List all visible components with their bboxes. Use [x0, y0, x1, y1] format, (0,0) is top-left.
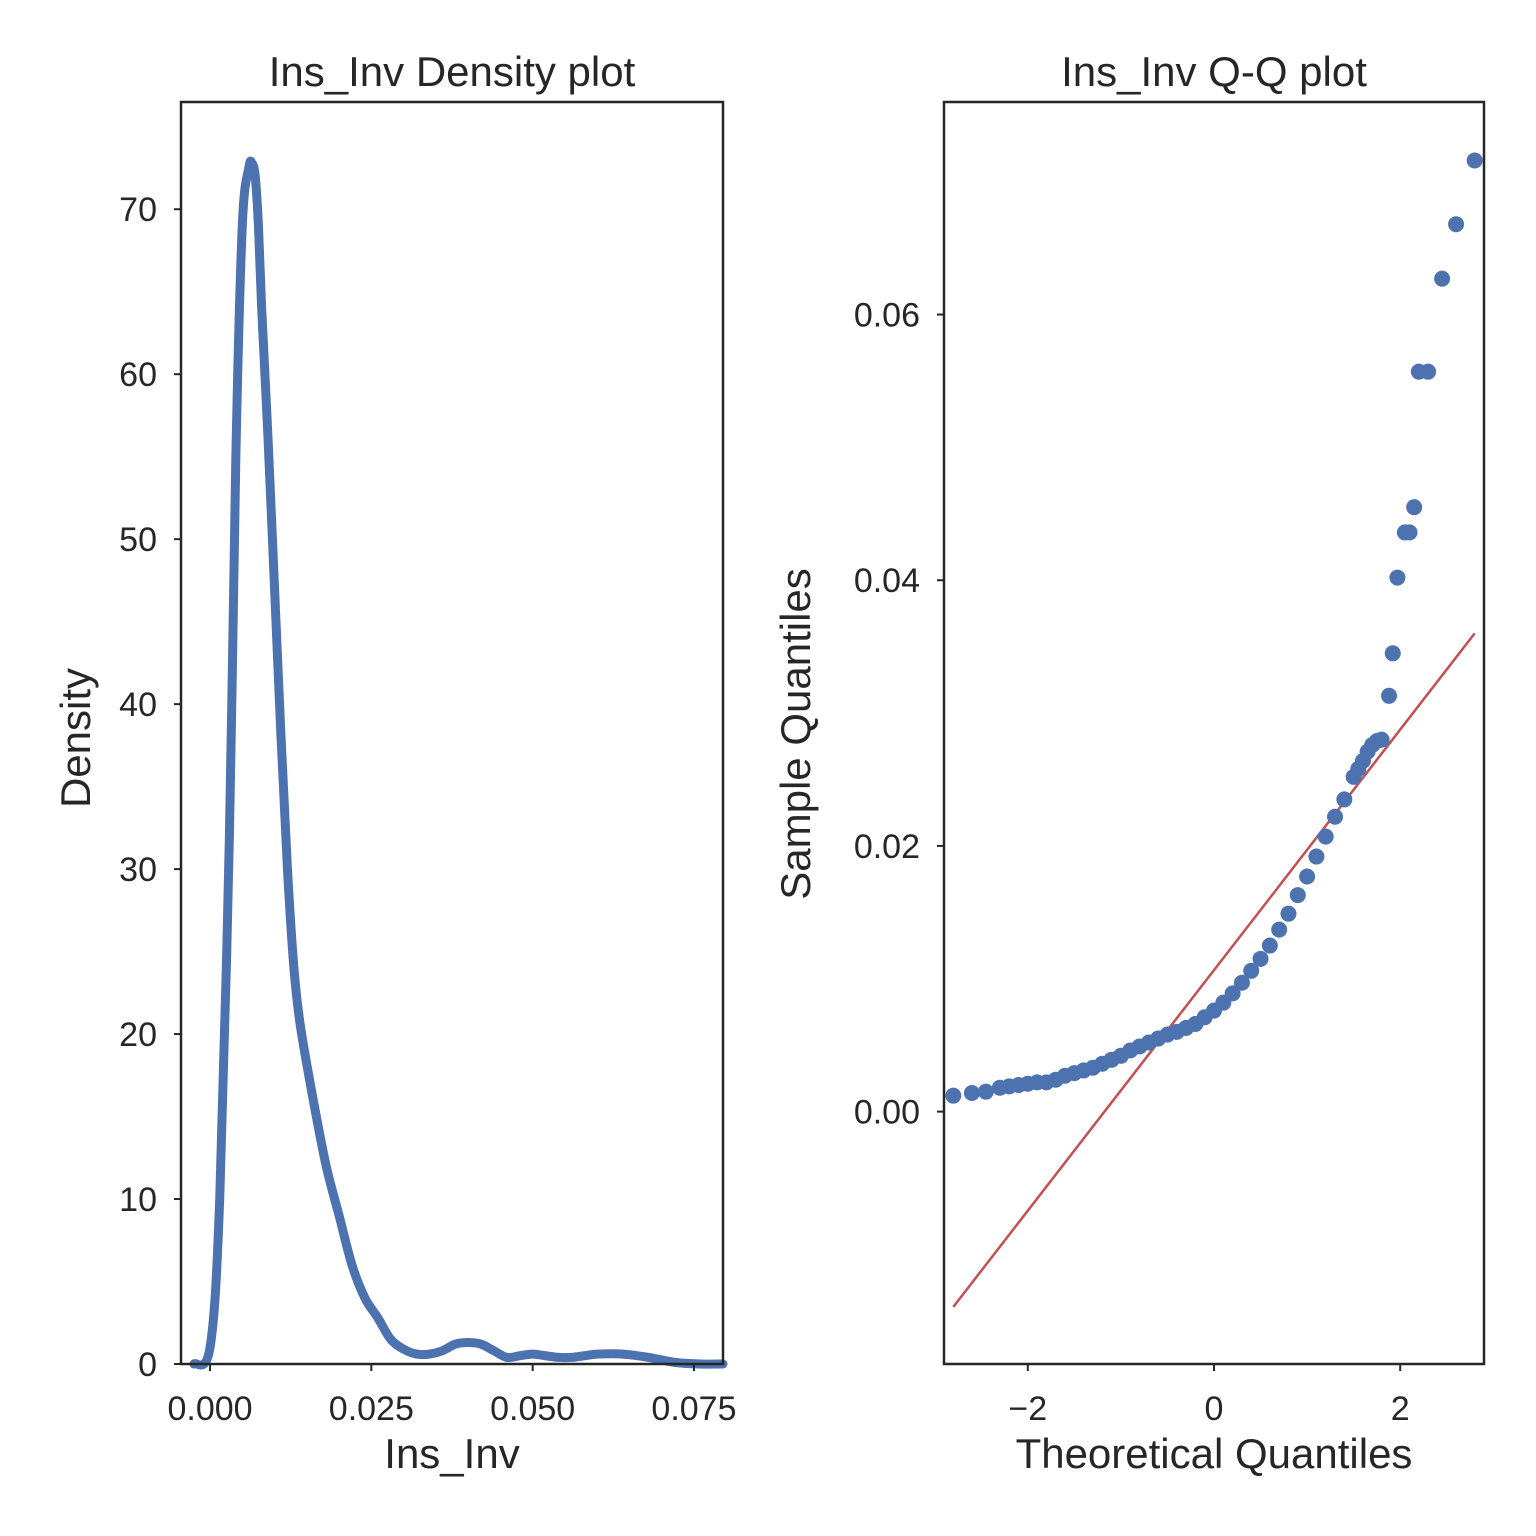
qq-point — [1233, 974, 1250, 991]
qq-point — [1243, 962, 1260, 979]
qq-point — [1336, 791, 1353, 808]
qq-plot-x-tick-label: 2 — [1391, 1390, 1410, 1428]
qq-point — [1448, 216, 1465, 233]
density-plot-x-tick-label: 0.025 — [329, 1390, 414, 1428]
density-plot-y-tick-label: 70 — [119, 191, 157, 229]
density-plot-y-tick-label: 0 — [138, 1346, 157, 1384]
qq-plot-y-label: Sample Quantiles — [772, 568, 819, 900]
density-curve-series-0 — [189, 156, 728, 1370]
qq-point — [1308, 848, 1325, 865]
density-plot-frame — [179, 100, 725, 1366]
qq-point — [1299, 868, 1316, 885]
density-plot-marks — [189, 156, 728, 1370]
qq-plot-y-tick-label: 0.00 — [854, 1094, 920, 1132]
qq-reference-line — [952, 632, 1476, 1308]
qq-point — [1271, 921, 1288, 938]
density-plot-title: Ins_Inv Density plot — [269, 48, 636, 95]
qq-point — [1289, 887, 1306, 904]
density-plot-x-tick-label: 0.000 — [167, 1390, 252, 1428]
qq-plot-frame — [942, 100, 1486, 1366]
qq-point — [1389, 569, 1406, 586]
qq-point — [963, 1085, 980, 1102]
density-plot-x-tick-label: 0.050 — [490, 1390, 575, 1428]
density-plot-x-ticks: 0.000 0.025 0.050 0.075 — [167, 1364, 737, 1428]
qq-point — [1434, 270, 1451, 287]
qq-plot-y-tick-label: 0.06 — [854, 297, 920, 335]
qq-plot-x-tick-label: −2 — [1008, 1390, 1047, 1428]
qq-plot-x-tick-label: 0 — [1205, 1390, 1224, 1428]
qq-point — [1373, 731, 1390, 748]
qq-point — [945, 1087, 962, 1104]
qq-plot-marks — [945, 152, 1483, 1308]
qq-point — [977, 1083, 994, 1100]
density-plot-x-tick-label: 0.075 — [651, 1390, 736, 1428]
qq-plot-title: Ins_Inv Q-Q plot — [1061, 48, 1367, 95]
density-plot-y-tick-label: 10 — [119, 1181, 157, 1219]
qq-point — [1420, 363, 1437, 380]
qq-plot-panel: Ins_Inv Q-Q plot −2 0 2 0.00 0.02 0.04 0.06 T… — [772, 48, 1486, 1477]
density-plot-y-tick-label: 40 — [119, 686, 157, 724]
qq-plot-y-tick-label: 0.04 — [854, 562, 920, 600]
density-plot-y-tick-label: 30 — [119, 851, 157, 889]
density-plot-panel: Ins_Inv Density plot 0.000 0.025 0.050 0.07… — [52, 48, 737, 1477]
qq-point — [1261, 937, 1278, 954]
density-plot-y-tick-label: 20 — [119, 1016, 157, 1054]
qq-point — [1317, 828, 1334, 845]
qq-point — [1384, 645, 1401, 662]
density-plot-y-label: Density — [52, 668, 99, 808]
qq-point — [1401, 524, 1418, 541]
qq-point — [1466, 152, 1483, 169]
density-plot-y-tick-label: 60 — [119, 356, 157, 394]
density-plot-y-tick-label: 50 — [119, 521, 157, 559]
qq-plot-y-tick-label: 0.02 — [854, 828, 920, 866]
density-plot-x-label: Ins_Inv — [384, 1430, 519, 1477]
qq-plot-x-label: Theoretical Quantiles — [1016, 1430, 1413, 1477]
qq-point — [1280, 905, 1297, 922]
qq-plot-y-ticks: 0.00 0.02 0.04 0.06 — [854, 297, 944, 1132]
qq-point — [1327, 808, 1344, 825]
qq-plot-x-ticks: −2 0 2 — [1008, 1364, 1410, 1428]
density-plot-y-ticks: 0 10 20 30 40 50 60 70 — [119, 191, 181, 1384]
qq-point — [1381, 687, 1398, 704]
qq-point — [1224, 985, 1241, 1002]
qq-point — [1406, 499, 1423, 516]
qq-point — [1252, 950, 1269, 967]
